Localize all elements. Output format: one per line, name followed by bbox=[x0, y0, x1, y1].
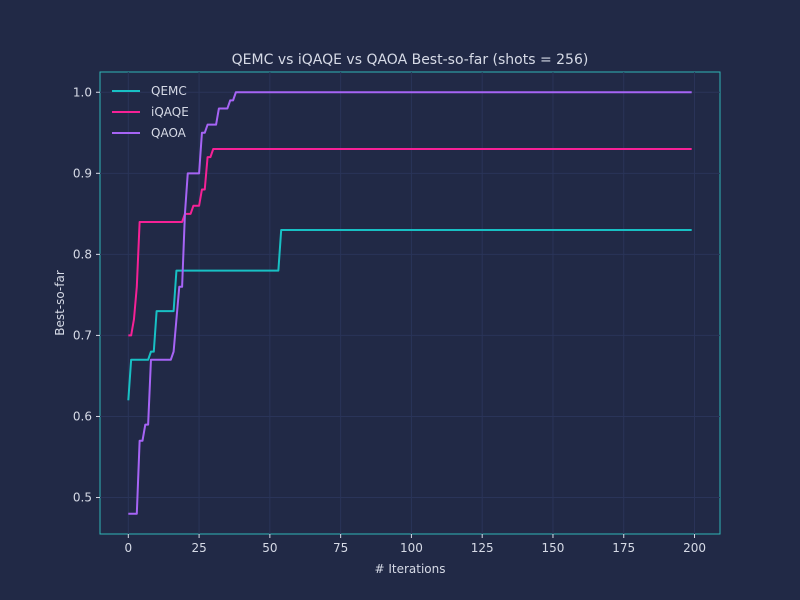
x-axis-ticks: 0 25 50 75 100 125 150 175 200 bbox=[124, 534, 706, 555]
plot-area bbox=[99, 71, 721, 535]
series-line-iqaqe bbox=[128, 148, 692, 337]
x-tick-label: 0 bbox=[124, 541, 132, 555]
x-tick-label: 150 bbox=[542, 541, 565, 555]
legend-label-qaoa: QAOA bbox=[151, 126, 187, 140]
y-tick-label: 0.8 bbox=[73, 247, 92, 261]
legend-label-iqaqe: iQAQE bbox=[151, 105, 189, 119]
x-tick-label: 175 bbox=[612, 541, 635, 555]
series-lines bbox=[127, 91, 692, 515]
chart-title: QEMC vs iQAQE vs QAOA Best-so-far (shots… bbox=[232, 52, 589, 68]
series-line-qemc bbox=[127, 229, 692, 401]
x-tick-label: 50 bbox=[262, 541, 277, 555]
legend: QEMC iQAQE QAOA bbox=[112, 84, 189, 140]
legend-label-qemc: QEMC bbox=[151, 84, 187, 98]
y-axis-ticks: 0.5 0.6 0.7 0.8 0.9 1.0 bbox=[73, 85, 100, 505]
y-tick-label: 0.6 bbox=[73, 409, 92, 423]
y-axis-label: Best-so-far bbox=[53, 270, 67, 336]
y-tick-label: 0.7 bbox=[73, 328, 92, 342]
series-line-qaoa bbox=[128, 91, 692, 515]
x-tick-label: 25 bbox=[191, 541, 206, 555]
y-tick-label: 0.5 bbox=[73, 491, 92, 505]
x-tick-label: 100 bbox=[400, 541, 423, 555]
y-tick-label: 1.0 bbox=[73, 85, 92, 99]
y-tick-label: 0.9 bbox=[73, 166, 92, 180]
x-axis-label: # Iterations bbox=[374, 562, 445, 576]
x-tick-label: 75 bbox=[333, 541, 348, 555]
x-tick-label: 125 bbox=[471, 541, 494, 555]
x-tick-label: 200 bbox=[683, 541, 706, 555]
